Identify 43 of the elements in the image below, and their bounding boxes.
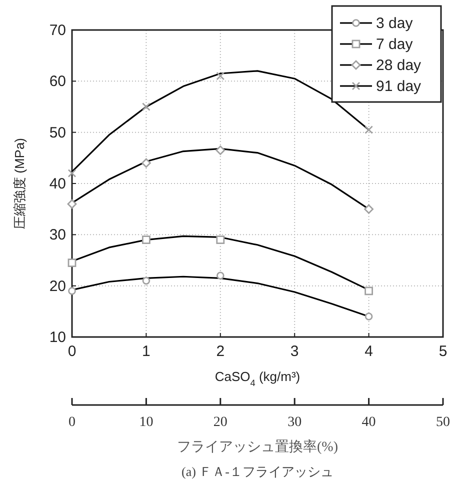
point (142, 102, 150, 111)
legend-label: 7 day (376, 36, 414, 53)
x2-tick-label: 10 (139, 415, 154, 430)
point (364, 286, 373, 296)
x-tick-label: 0 (68, 343, 76, 360)
legend-label: 28 day (376, 57, 422, 74)
x-tick-label: 2 (216, 343, 225, 360)
x2-axis-title: フライアッシュ置換率(%) (177, 439, 338, 455)
x2-tick-label: 20 (213, 415, 228, 430)
point (142, 236, 150, 244)
y-tick-label: 70 (49, 22, 66, 39)
point (216, 72, 225, 80)
y-axis-title: 圧縮強度 (MPa) (12, 138, 27, 229)
y-tick-label: 60 (49, 73, 66, 90)
legend-label: 91 day (376, 78, 422, 95)
point (142, 158, 151, 168)
x2-tick-label: 50 (436, 415, 450, 430)
point (216, 236, 225, 244)
point (67, 199, 77, 209)
point (68, 258, 76, 268)
point (364, 126, 373, 134)
y-tick-label: 50 (49, 124, 66, 142)
x2-tick-label: 40 (362, 415, 376, 430)
x2-tick-label: 30 (288, 415, 302, 430)
x-tick-label: 5 (438, 343, 448, 360)
point (142, 276, 150, 285)
point (68, 169, 76, 178)
point (216, 272, 224, 280)
y-tick-label: 40 (49, 176, 66, 192)
x-tick-label: 3 (290, 343, 299, 360)
y-tick-label: 10 (49, 329, 66, 346)
legend-label: 3 day (376, 15, 414, 32)
text: (a) ＦＡ-１フライアッシュ (181, 464, 334, 479)
x2-tick-label: 0 (68, 415, 76, 430)
x-axis-title: CaSO$_{4}$ (kg/m³) (214, 369, 300, 388)
x-tick-label: 4 (364, 343, 373, 360)
point (364, 312, 373, 320)
y-tick-label: 20 (49, 278, 66, 295)
point (68, 287, 76, 295)
point (216, 146, 226, 155)
x-tick-label: 1 (142, 343, 150, 360)
y-tick-label: 30 (49, 226, 66, 244)
point (364, 204, 374, 214)
